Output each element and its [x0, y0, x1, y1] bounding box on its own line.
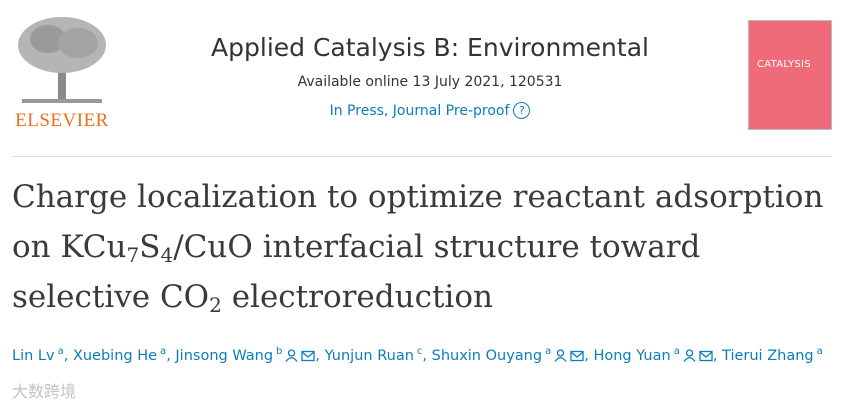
person-icon[interactable]: [683, 349, 696, 362]
title-text: electroreduction: [221, 279, 493, 315]
cover-text: CATALYSIS: [757, 59, 811, 70]
author-separator: ,: [315, 348, 325, 364]
title-text: /CuO interfacial structure toward select…: [12, 229, 701, 315]
affiliation: a: [57, 346, 64, 357]
affiliation: b: [276, 346, 283, 357]
publisher-logo: [18, 17, 106, 103]
author-separator: ,: [712, 348, 723, 364]
title-text: S: [139, 229, 161, 265]
title-subscript: 2: [209, 293, 222, 317]
journal-cover[interactable]: CATALYSIS: [748, 20, 832, 130]
author-separator: ,: [166, 348, 176, 364]
journal-title[interactable]: Applied Catalysis B: Environmental: [211, 33, 649, 62]
affiliation: a: [160, 346, 167, 357]
author-separator: ,: [63, 348, 73, 364]
affiliation: a: [545, 346, 552, 357]
watermark: 大数跨境: [12, 382, 77, 401]
email-icon[interactable]: [699, 350, 713, 362]
help-icon[interactable]: ?: [513, 102, 531, 119]
author-separator: ,: [584, 348, 594, 364]
author-name[interactable]: Xuebing He: [72, 348, 158, 364]
author-name[interactable]: Hong Yuan: [593, 348, 671, 364]
email-icon[interactable]: [301, 350, 316, 362]
author-name[interactable]: Yunjun Ruan: [324, 348, 414, 364]
article-title: Charge localization to optimize reactant…: [12, 172, 832, 322]
publisher-name: ELSEVIER: [15, 110, 109, 131]
availability: Available online 13 July 2021, 120531: [297, 74, 563, 90]
email-icon[interactable]: [570, 350, 584, 362]
divider: [12, 156, 832, 157]
author-name[interactable]: Tierui Zhang: [722, 348, 814, 364]
title-subscript: 4: [160, 243, 174, 267]
affiliation: a: [673, 346, 680, 357]
author-name[interactable]: Jinsong Wang: [175, 348, 274, 364]
author-name[interactable]: Shuxin Ouyang: [431, 348, 543, 364]
title-subscript: 7: [126, 243, 140, 267]
author-separator: ,: [422, 348, 432, 364]
person-icon[interactable]: [285, 349, 298, 362]
author-name[interactable]: Lin Lv: [12, 348, 55, 364]
affiliation: a: [816, 346, 823, 357]
author-list: Lin Lv a, Xuebing He a, Jinsong Wang b, Yun…: [12, 345, 832, 367]
person-icon[interactable]: [554, 349, 567, 362]
article-status: In Press, Journal Pre-proof?: [170, 102, 690, 119]
title-text: Charge localization to optimize reactant…: [12, 179, 824, 265]
affiliation: c: [416, 346, 423, 357]
status-text: In Press, Journal Pre-proof: [329, 103, 510, 119]
